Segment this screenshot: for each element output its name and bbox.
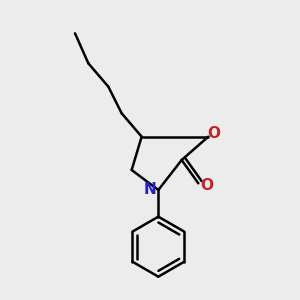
Text: N: N [144,182,156,197]
Text: O: O [207,127,220,142]
Text: O: O [200,178,213,193]
